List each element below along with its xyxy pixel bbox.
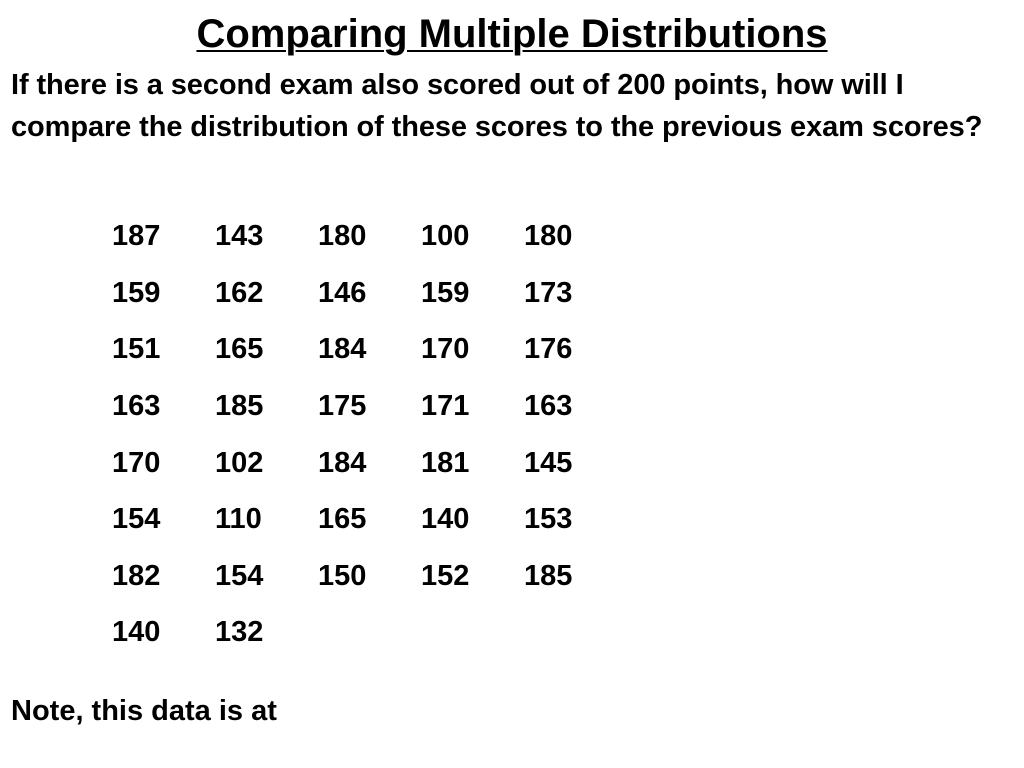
- score-row: 159 162 146 159 173: [112, 265, 627, 322]
- score-value: 163: [524, 390, 573, 423]
- question-text: If there is a second exam also scored ou…: [11, 69, 983, 143]
- score-value: 153: [524, 503, 573, 536]
- score-value: 162: [215, 276, 264, 309]
- score-value: 159: [421, 276, 470, 309]
- score-value: 182: [112, 559, 161, 592]
- score-value: 151: [112, 333, 161, 366]
- score-row: 151 165 184 170 176: [112, 321, 627, 378]
- score-value: 152: [421, 559, 470, 592]
- score-value: 165: [215, 333, 264, 366]
- score-value: 165: [318, 503, 367, 536]
- score-value: 180: [524, 220, 573, 253]
- score-value: 159: [112, 276, 161, 309]
- score-value: 140: [421, 503, 470, 536]
- score-row: 187 143 180 100 180: [112, 208, 627, 265]
- score-row: 154 110 165 140 153: [112, 491, 627, 548]
- score-value: 187: [112, 220, 161, 253]
- score-value: 163: [112, 390, 161, 423]
- note-text: Note, this data is at: [11, 695, 277, 727]
- score-value: 146: [318, 276, 367, 309]
- score-value: 184: [318, 333, 367, 366]
- score-value: 185: [524, 559, 573, 592]
- score-row: 140 132: [112, 604, 627, 661]
- score-value: 110: [215, 503, 262, 536]
- score-row: 182 154 150 152 185: [112, 548, 627, 605]
- score-value: 170: [112, 446, 161, 479]
- score-value: 180: [318, 220, 367, 253]
- score-value: 170: [421, 333, 470, 366]
- score-value: 173: [524, 276, 573, 309]
- score-value: 154: [215, 559, 264, 592]
- score-value: 102: [215, 446, 264, 479]
- score-value: 140: [112, 616, 161, 649]
- score-value: 145: [524, 446, 573, 479]
- score-value: 143: [215, 220, 264, 253]
- score-value: 185: [215, 390, 264, 423]
- score-value: 100: [421, 220, 470, 253]
- score-value: 171: [421, 390, 470, 423]
- slide-title: Comparing Multiple Distributions: [196, 12, 828, 56]
- score-table: 187 143 180 100 180 159 162 146 159 173 151 165 184 1…: [112, 208, 627, 661]
- score-row: 163 185 175 171 163: [112, 378, 627, 435]
- score-value: 175: [318, 390, 367, 423]
- score-value: 132: [215, 616, 264, 649]
- score-value: 181: [421, 446, 470, 479]
- score-value: 184: [318, 446, 367, 479]
- score-value: 154: [112, 503, 161, 536]
- score-value: 176: [524, 333, 573, 366]
- score-value: 150: [318, 559, 367, 592]
- score-row: 170 102 184 181 145: [112, 434, 627, 491]
